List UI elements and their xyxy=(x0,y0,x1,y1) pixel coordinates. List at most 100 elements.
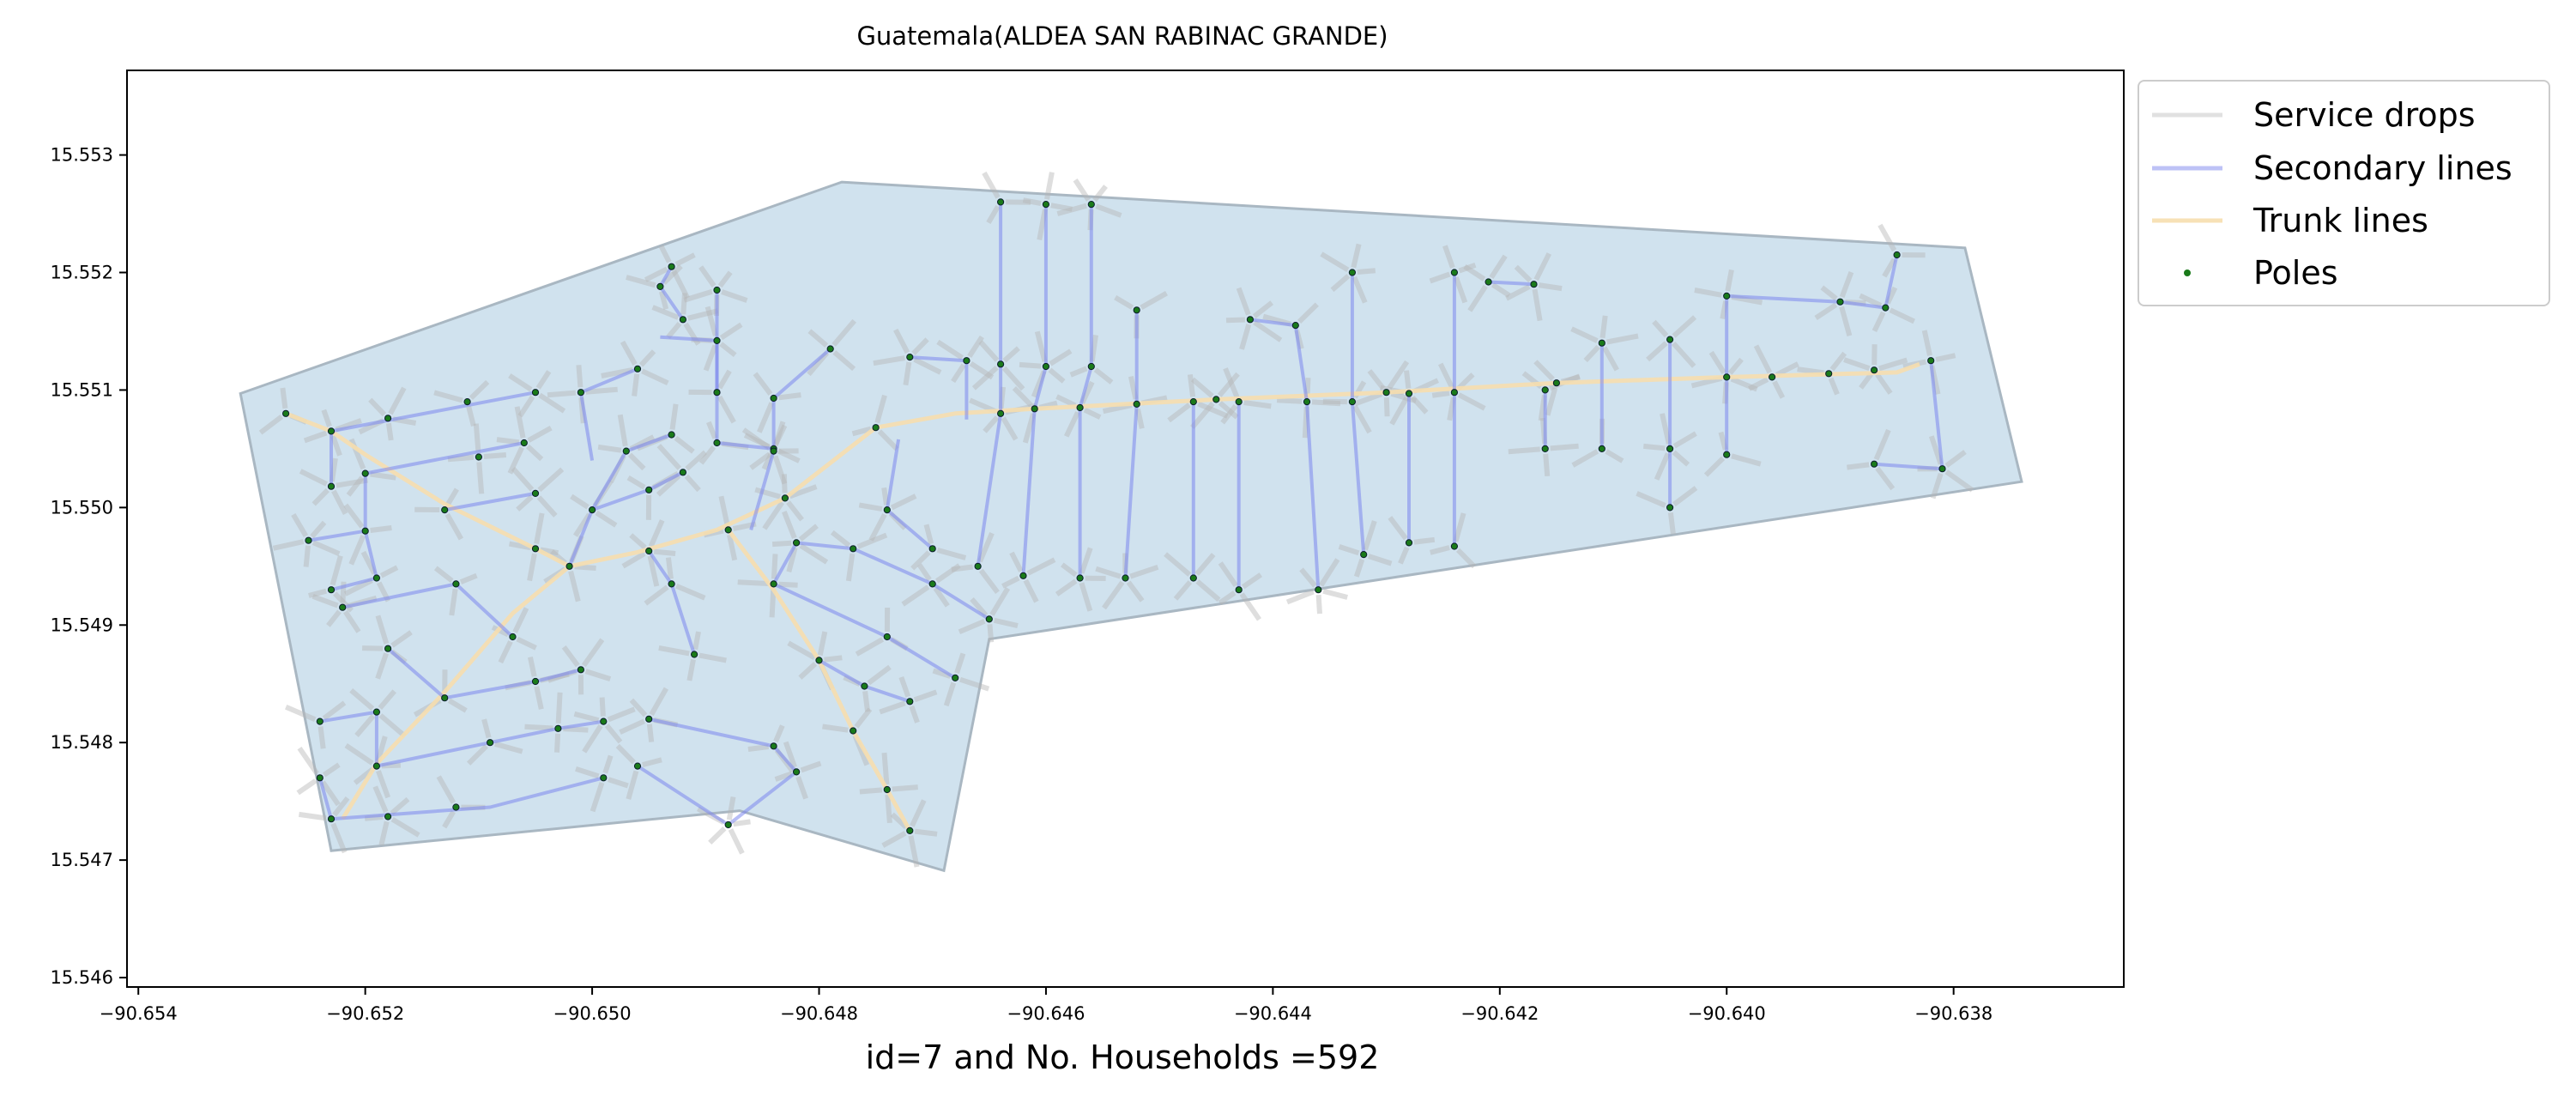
pole xyxy=(1235,398,1243,406)
service-drop xyxy=(1357,268,1376,275)
service-drop xyxy=(1352,404,1372,434)
service-drop xyxy=(856,532,888,549)
service-drop xyxy=(1839,271,1854,299)
service-drop xyxy=(330,822,348,854)
service-drop xyxy=(1050,203,1073,212)
service-drop xyxy=(1453,512,1466,542)
service-drop xyxy=(573,711,600,724)
service-drop xyxy=(658,290,669,310)
secondary-line xyxy=(1488,280,1534,287)
service-drop xyxy=(540,547,559,556)
service-drop xyxy=(958,676,990,692)
pole xyxy=(713,286,721,294)
service-drop xyxy=(877,429,899,451)
service-drop xyxy=(1297,302,1319,324)
service-drop xyxy=(757,402,775,433)
service-drop xyxy=(330,554,343,586)
pole xyxy=(1450,269,1459,276)
service-drop xyxy=(1455,548,1477,569)
service-drop xyxy=(1885,286,1898,305)
service-drop xyxy=(747,744,770,752)
service-drop xyxy=(778,581,798,588)
secondary-line xyxy=(1078,204,1093,578)
pole xyxy=(487,739,494,747)
service-drop xyxy=(783,741,797,768)
pole xyxy=(883,506,891,514)
trunk-lines-layer xyxy=(285,361,1920,833)
settlement-boundary-layer xyxy=(239,180,2023,873)
pole xyxy=(770,580,777,588)
service-drop xyxy=(954,652,966,675)
service-drop xyxy=(795,776,808,800)
service-drop xyxy=(1022,413,1036,444)
service-drop xyxy=(798,662,818,680)
service-drop xyxy=(771,554,778,579)
service-drop xyxy=(298,811,327,821)
service-drop xyxy=(728,828,745,855)
service-drop xyxy=(1828,377,1840,396)
service-drop xyxy=(1454,276,1468,304)
service-drop xyxy=(1753,344,1773,374)
service-drop xyxy=(568,570,581,602)
service-drop xyxy=(378,713,407,738)
service-drop xyxy=(1338,544,1360,556)
service-drop xyxy=(466,406,476,427)
service-drop xyxy=(1457,392,1486,411)
service-drop xyxy=(1873,428,1891,461)
service-drop xyxy=(297,746,319,776)
service-drop xyxy=(291,512,309,538)
service-drop xyxy=(303,545,311,567)
service-drop xyxy=(1772,380,1786,399)
service-drop xyxy=(642,757,662,768)
service-drop xyxy=(1583,344,1600,363)
pole xyxy=(1666,445,1674,453)
service-drop xyxy=(1367,369,1386,391)
service-drop xyxy=(379,565,399,578)
service-drop xyxy=(1001,416,1019,441)
service-drop xyxy=(951,363,966,384)
secondary-line xyxy=(376,719,604,768)
service-drop xyxy=(771,540,792,548)
service-drop xyxy=(524,724,553,731)
service-drop xyxy=(1775,361,1799,378)
service-drop xyxy=(1044,172,1055,200)
pole xyxy=(1189,574,1197,582)
service-drop xyxy=(1533,360,1555,382)
service-drop xyxy=(299,469,328,487)
service-drop xyxy=(698,652,727,663)
pole xyxy=(384,813,392,820)
service-drop xyxy=(1533,252,1551,282)
service-drop xyxy=(772,421,786,447)
pole xyxy=(1882,304,1890,312)
service-drop xyxy=(547,390,577,398)
service-drop xyxy=(584,669,612,681)
service-drop xyxy=(911,337,929,355)
service-drop xyxy=(607,706,636,723)
pole xyxy=(1348,398,1357,406)
service-drop xyxy=(537,467,565,493)
service-drop xyxy=(1383,397,1390,417)
service-drop xyxy=(893,328,910,354)
service-drop xyxy=(1882,257,1897,278)
service-drop xyxy=(554,733,561,753)
service-drop xyxy=(599,697,606,717)
pole xyxy=(1133,306,1140,314)
service-drop xyxy=(320,780,341,807)
service-drop xyxy=(442,810,456,829)
service-drop xyxy=(1083,407,1102,420)
service-drop xyxy=(773,724,785,742)
service-drop xyxy=(572,512,592,537)
service-drop xyxy=(310,520,327,539)
service-drop xyxy=(322,762,341,778)
pole xyxy=(826,345,834,353)
service-drop xyxy=(653,548,676,556)
service-drop xyxy=(781,474,788,493)
pole xyxy=(1598,339,1605,347)
service-drop xyxy=(824,655,843,663)
service-drop xyxy=(1023,578,1039,603)
x-tick-label: −90.646 xyxy=(1007,1003,1085,1024)
service-drop xyxy=(1508,446,1540,455)
service-drop xyxy=(473,423,481,452)
service-drop xyxy=(344,743,374,766)
service-drop xyxy=(1843,357,1871,372)
